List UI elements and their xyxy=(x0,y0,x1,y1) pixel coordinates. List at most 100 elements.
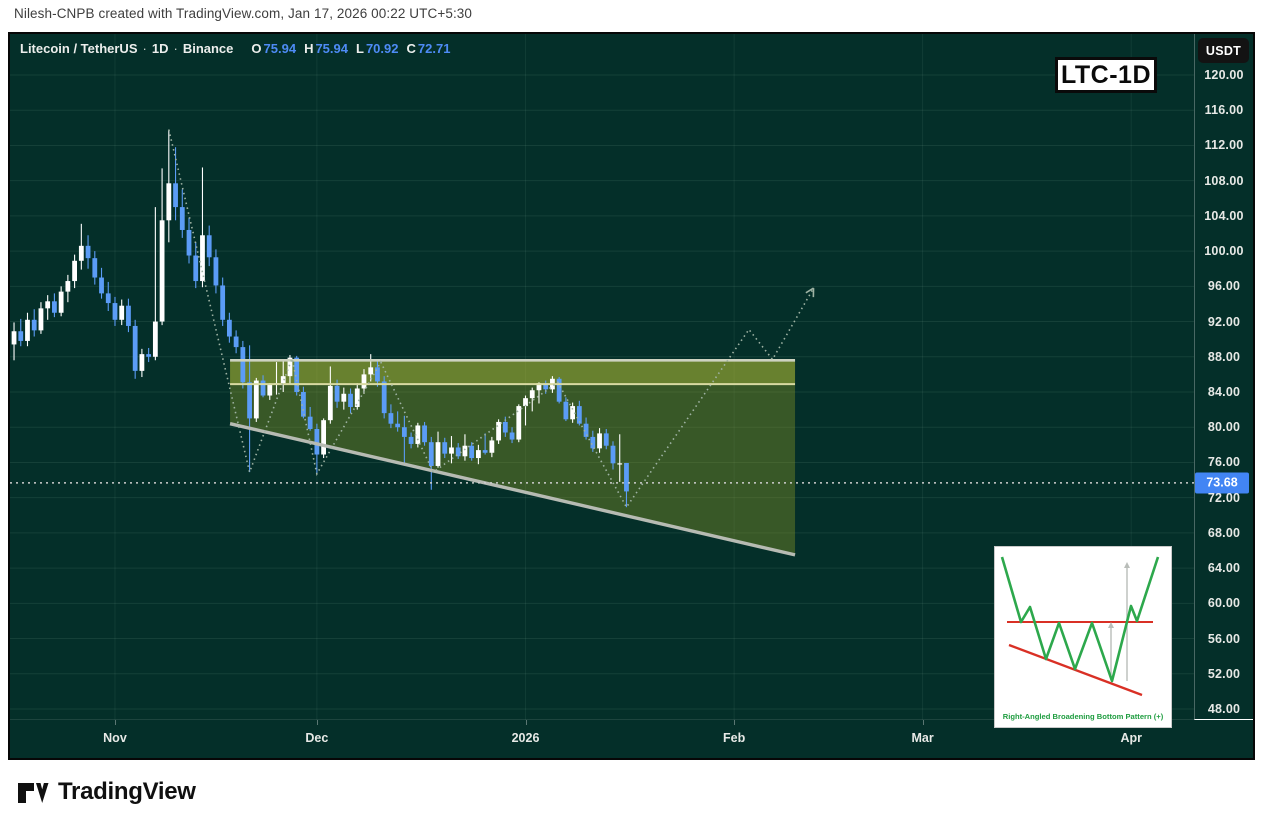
candle-body xyxy=(301,392,306,417)
candle-body xyxy=(428,442,434,466)
ohlc-values: O 75.94 H 75.94 L 70.92 C 72.71 xyxy=(243,41,450,56)
brand-name: TradingView xyxy=(58,778,196,805)
attribution-text: Nilesh-CNPB created with TradingView.com… xyxy=(14,6,473,21)
candle-body xyxy=(327,385,333,421)
candle-body xyxy=(267,384,273,396)
candle-body xyxy=(381,381,387,414)
time-tick-label: Nov xyxy=(103,731,127,745)
separator-dot: · xyxy=(173,41,178,56)
symbol-title[interactable]: Litecoin / TetherUS xyxy=(20,41,138,56)
candle-body xyxy=(200,235,205,282)
candle-body xyxy=(563,401,569,420)
time-tick-mark xyxy=(114,720,116,725)
candle-body xyxy=(186,229,192,256)
price-tick-label: 104.00 xyxy=(1204,208,1244,223)
inset-price-zigzag xyxy=(1000,556,1160,683)
candle-body xyxy=(597,433,602,449)
candle-body xyxy=(435,442,441,466)
candle-body xyxy=(455,447,461,457)
candle-body xyxy=(78,245,84,261)
time-tick-label: 2026 xyxy=(511,731,540,745)
candle-body xyxy=(610,445,616,464)
candle-body xyxy=(307,416,313,429)
current-price-label: 73.68 xyxy=(1195,472,1249,494)
candle-body xyxy=(179,207,185,230)
candle-body xyxy=(576,406,582,424)
candle-body xyxy=(18,331,24,341)
candle-body xyxy=(233,336,239,348)
price-axis[interactable]: USDT 73.68 120.00 116.00 112.00 108.00 104.0… xyxy=(1194,34,1253,720)
high-value: 75.94 xyxy=(315,41,348,56)
chart-title-badge: LTC-1D xyxy=(1055,57,1157,93)
candle-body xyxy=(146,354,152,357)
time-tick-mark xyxy=(525,720,527,725)
candle-body xyxy=(65,281,71,292)
price-tick-label: 76.00 xyxy=(1207,455,1241,470)
candle-body xyxy=(139,354,145,371)
candle-body xyxy=(401,427,407,437)
candle-body xyxy=(543,383,549,390)
candle-body xyxy=(119,305,125,320)
candle-body xyxy=(253,380,259,419)
candle-body xyxy=(442,442,448,454)
pattern-lines[interactable] xyxy=(229,358,796,557)
price-tick-label: 52.00 xyxy=(1207,666,1241,681)
support-trendline xyxy=(229,422,796,557)
open-label: O xyxy=(251,41,262,56)
price-tick-label: 88.00 xyxy=(1207,349,1241,364)
candle-body xyxy=(31,319,37,331)
candle-body xyxy=(226,319,232,337)
price-tick-label: 112.00 xyxy=(1204,138,1244,153)
candle-body xyxy=(247,382,252,419)
candle-body xyxy=(321,420,327,455)
chart-legend: Litecoin / TetherUS · 1D · Binance O 75.94 H 75.… xyxy=(20,41,450,56)
candle-body xyxy=(240,347,246,383)
price-tick-label: 80.00 xyxy=(1207,420,1241,435)
separator-dot: · xyxy=(142,41,147,56)
price-tick-label: 120.00 xyxy=(1204,68,1244,82)
candle-body xyxy=(536,383,542,391)
candle-body xyxy=(368,367,374,375)
time-tick-mark xyxy=(734,720,736,725)
candle-body xyxy=(58,291,64,313)
candle-body xyxy=(388,413,394,424)
price-tick-label: 56.00 xyxy=(1207,631,1241,646)
candle-body xyxy=(72,260,77,282)
candle-body xyxy=(105,293,111,304)
candle-body xyxy=(408,436,414,444)
candle-body xyxy=(341,393,347,402)
candle-body xyxy=(92,258,98,278)
price-tick-label: 60.00 xyxy=(1207,596,1241,611)
candle-body xyxy=(624,462,629,492)
candlestick-chart[interactable] xyxy=(10,34,1194,720)
candle-body xyxy=(159,220,165,322)
pattern-inset: Right-Angled Broadening Bottom Pattern (… xyxy=(994,546,1172,728)
price-tick-label: 108.00 xyxy=(1204,173,1244,188)
interval-label[interactable]: 1D xyxy=(151,41,169,56)
price-tick-label: 116.00 xyxy=(1204,103,1244,118)
candle-body xyxy=(112,303,118,320)
exchange-label[interactable]: Binance xyxy=(182,41,234,56)
candle-body xyxy=(152,321,158,357)
candle-body xyxy=(395,423,401,428)
candle-body xyxy=(287,357,293,377)
inset-arrowhead-small xyxy=(1108,622,1114,628)
candle-body xyxy=(502,421,508,433)
candle-body xyxy=(132,325,138,371)
price-chart-plot[interactable]: Litecoin / TetherUS · 1D · Binance O 75.94 H 75.… xyxy=(10,34,1194,720)
candle-body xyxy=(348,393,353,407)
inset-arrowhead-tall xyxy=(1124,562,1130,568)
price-tick-label: 48.00 xyxy=(1207,702,1241,716)
close-value: 72.71 xyxy=(417,41,451,56)
candle-body xyxy=(206,235,212,258)
time-axis[interactable]: Nov Dec 2026 Feb Mar Apr xyxy=(10,719,1253,758)
candle-body xyxy=(260,380,266,396)
price-tick-label: 68.00 xyxy=(1207,525,1241,540)
pattern-zone xyxy=(230,360,796,555)
candle-body xyxy=(583,423,589,437)
currency-unit-button[interactable]: USDT xyxy=(1198,38,1249,63)
candle-body xyxy=(85,245,91,259)
price-tick-label: 72.00 xyxy=(1207,490,1241,505)
tradingview-logo-icon xyxy=(18,783,49,803)
low-value: 70.92 xyxy=(365,41,399,56)
